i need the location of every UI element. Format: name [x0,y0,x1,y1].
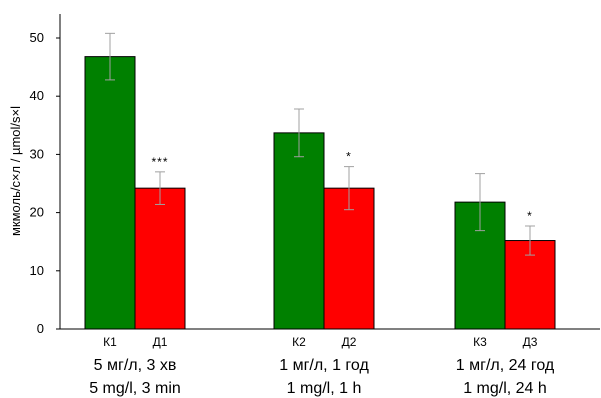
group-label-line1: 1 мг/л, 24 год [456,357,555,374]
bar [134,187,186,330]
group-label-line1: 1 мг/л, 1 год [279,357,369,374]
y-tick-label: 20 [30,205,44,220]
significance-marker: * [346,150,352,164]
group-label-line1: 5 мг/л, 3 хв [94,357,177,374]
group-label-line2: 5 mg/l, 3 min [89,380,181,397]
y-tick-label: 30 [30,146,44,161]
y-tick-label: 0 [37,321,44,336]
bar-label: К1 [103,335,117,349]
bar [323,187,375,330]
bar-label: К3 [473,335,487,349]
bar [84,56,136,330]
y-tick-label: 40 [30,88,44,103]
group-label-line2: 1 mg/l, 24 h [463,380,547,397]
bar-label: Д2 [342,335,357,349]
group-label-line2: 1 mg/l, 1 h [287,380,362,397]
bars: *** ** [84,32,556,330]
significance-marker: * [527,209,533,223]
y-tick-label: 50 [30,30,44,45]
bar [273,132,325,330]
category-labels: К1 Д1 5 мг/л, 3 хв 5 mg/l, 3 min К2 Д2 1 мг/л,… [89,335,555,397]
bar-label: Д3 [523,335,538,349]
bar-label: Д1 [153,335,168,349]
significance-marker: *** [151,155,168,169]
y-tick-label: 10 [30,263,44,278]
y-axis-label: мкмоль/с×л / µmol/s×l [8,106,23,236]
bar-label: К2 [292,335,306,349]
